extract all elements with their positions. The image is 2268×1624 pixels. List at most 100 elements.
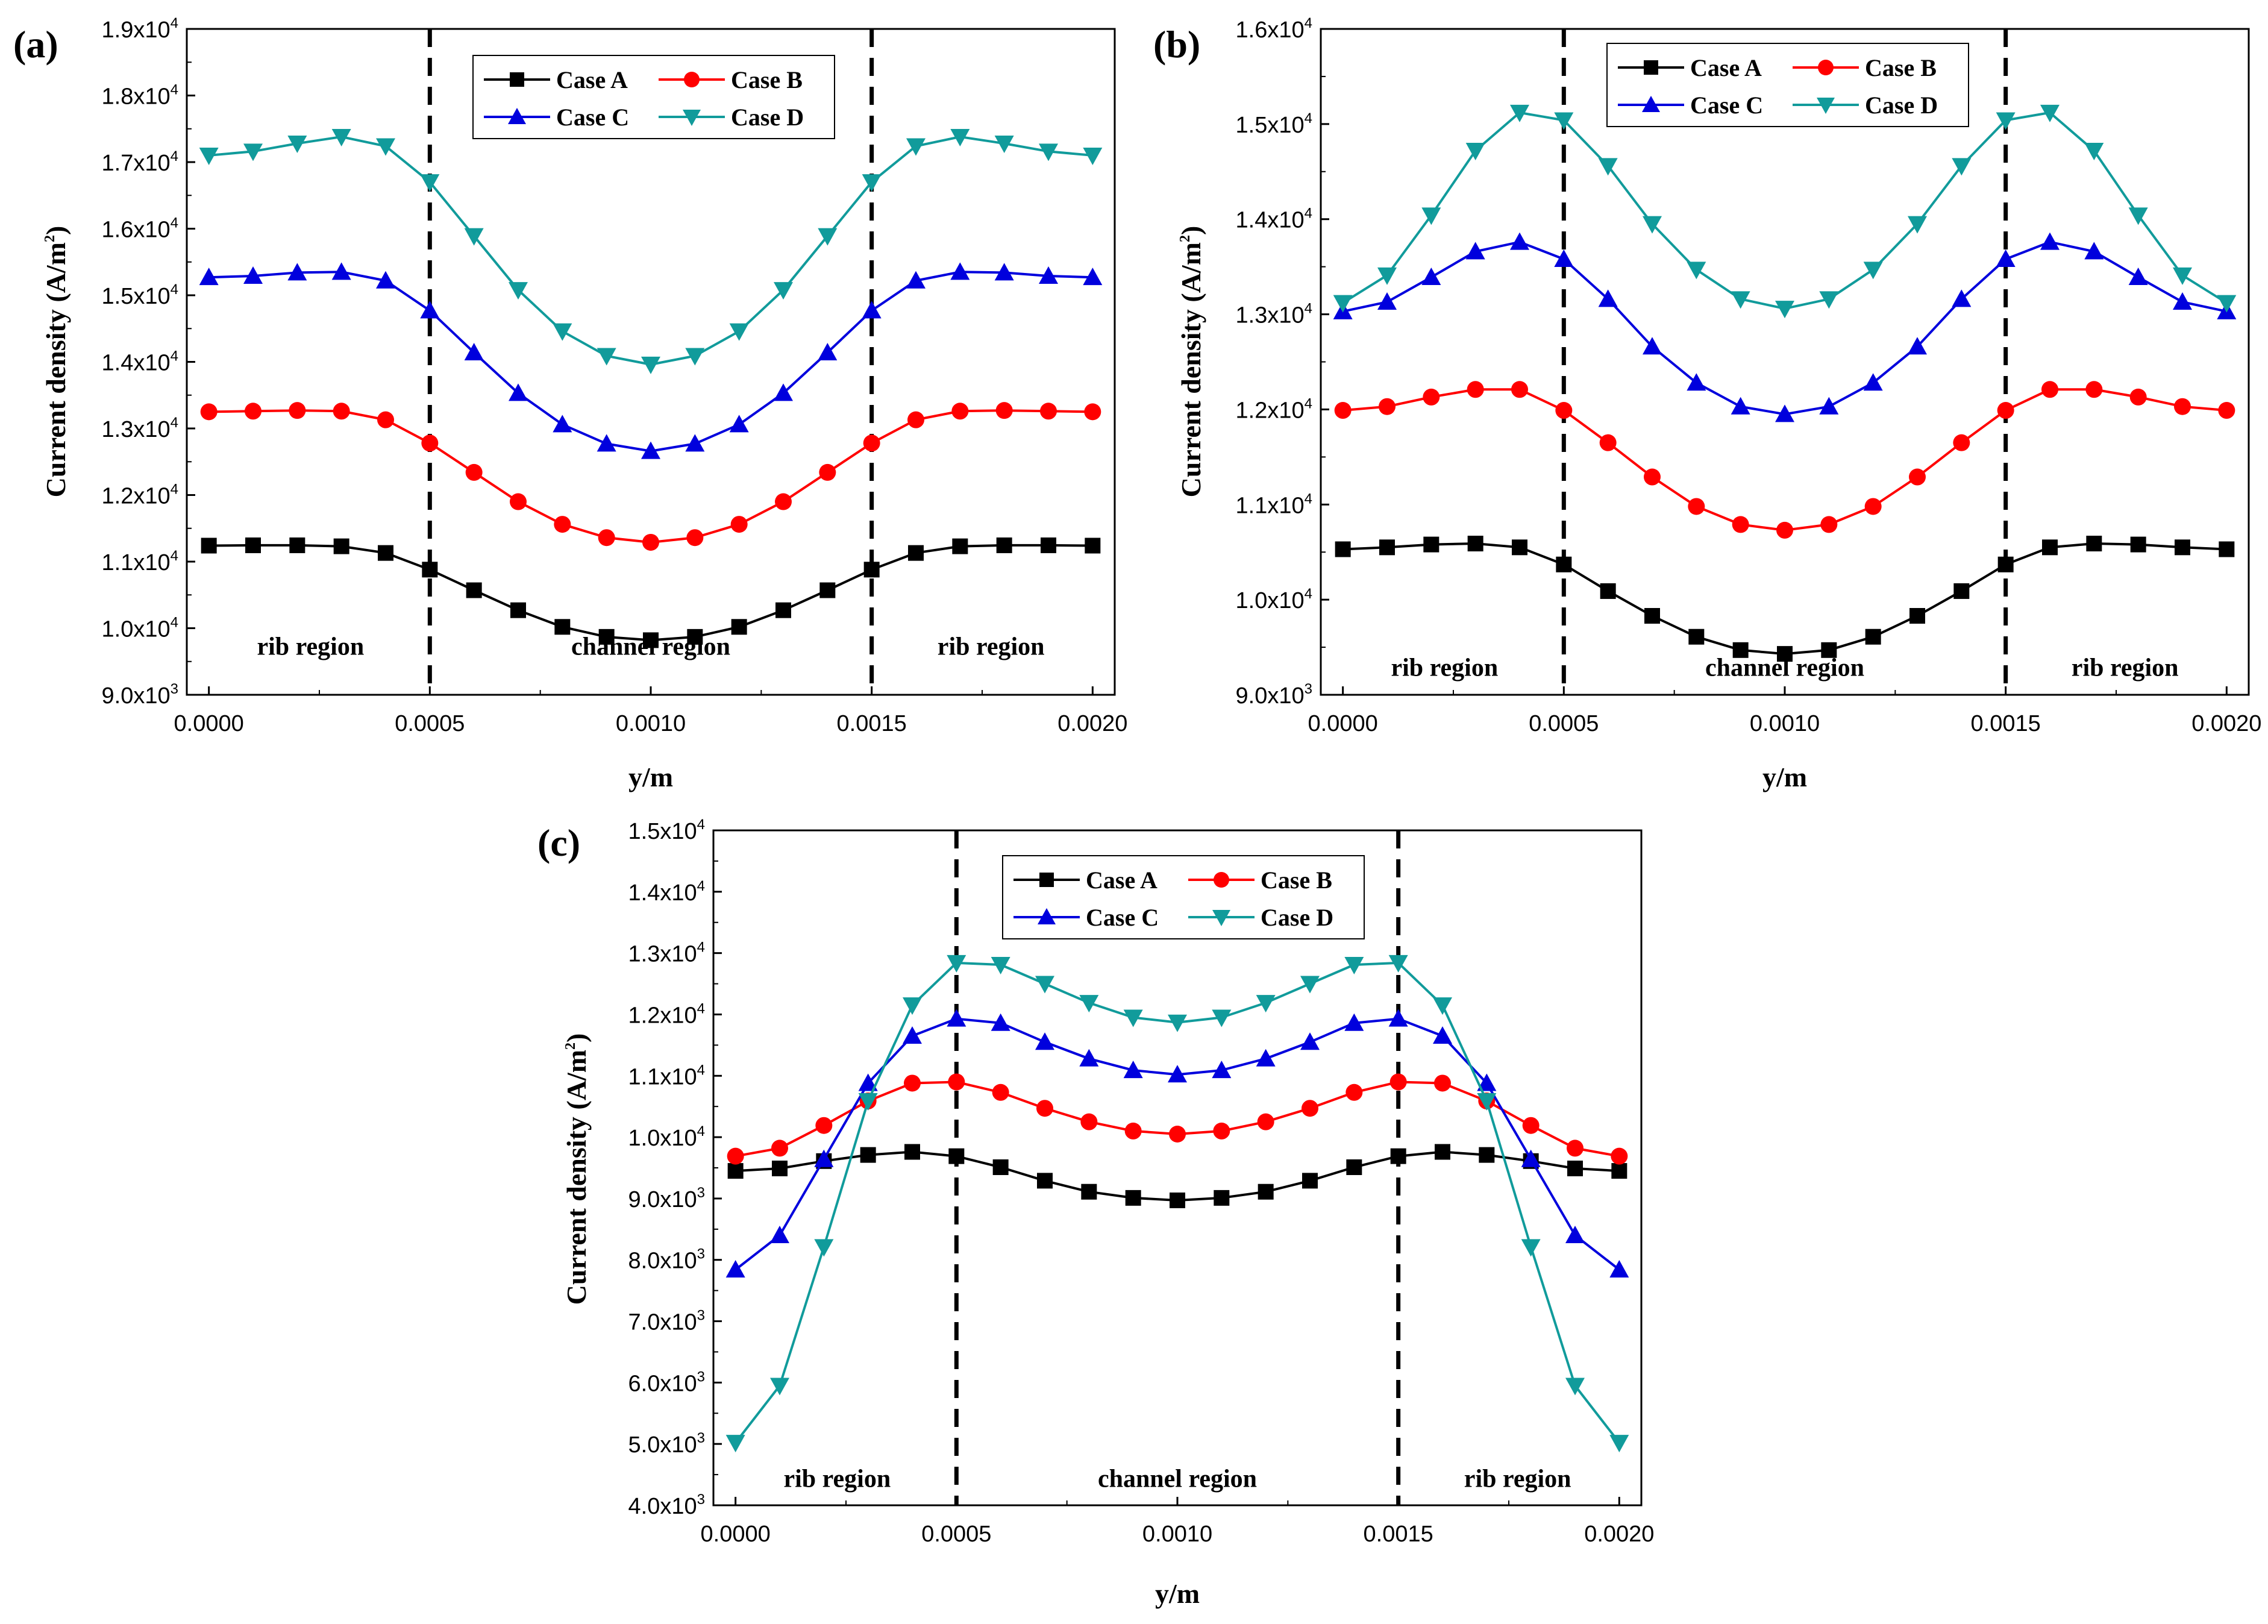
x-axis-label: y/m: [1762, 762, 1807, 792]
data-point: [1302, 1100, 1318, 1117]
y-tick-label: 1.0x104: [102, 615, 178, 642]
data-point: [2085, 381, 2103, 398]
data-point: [421, 434, 439, 452]
data-point: [1997, 402, 2014, 419]
legend-label: Case D: [1865, 92, 1938, 119]
data-point: [1819, 291, 1839, 309]
legend-label: Case A: [1690, 54, 1762, 81]
data-point: [1124, 1122, 1142, 1140]
data-point: [1168, 1014, 1187, 1032]
data-point: [1423, 536, 1439, 553]
data-point: [1379, 539, 1395, 556]
data-point: [908, 545, 924, 561]
data-point: [1434, 1074, 1451, 1092]
data-point: [466, 582, 482, 598]
x-tick-label: 0.0010: [1750, 711, 1820, 736]
legend-marker: [683, 110, 701, 126]
data-point: [1863, 262, 1883, 280]
data-point: [992, 1159, 1009, 1175]
data-point: [1037, 1173, 1053, 1189]
data-point: [814, 1149, 834, 1167]
data-point: [727, 1163, 744, 1179]
data-point: [420, 174, 440, 192]
data-point: [1300, 1032, 1320, 1050]
data-point: [422, 562, 438, 578]
data-point: [991, 1013, 1010, 1031]
data-point: [903, 997, 922, 1015]
data-point: [858, 1073, 878, 1091]
data-point: [1600, 583, 1616, 599]
data-point: [377, 411, 394, 428]
data-point: [1256, 995, 1276, 1013]
data-point: [1522, 1117, 1540, 1134]
legend-marker: [1817, 98, 1835, 114]
data-point: [1565, 1378, 1585, 1396]
legend-marker: [508, 108, 526, 124]
data-point: [1953, 434, 1970, 451]
data-point: [641, 356, 660, 374]
y-tick-label: 6.0x103: [628, 1368, 705, 1396]
data-point: [376, 271, 395, 289]
data-point: [641, 441, 660, 459]
x-axis-label: y/m: [1155, 1578, 1200, 1609]
data-point: [2173, 267, 2192, 285]
chart-panel-b: (b) 9.0x103 1.0x104 1.1x104 1.2x104 1.3x104 1…: [1153, 15, 2261, 792]
data-point: [771, 1140, 788, 1157]
x-tick-label: 0.0005: [1529, 711, 1599, 736]
data-point: [1477, 1073, 1497, 1091]
data-point: [201, 538, 217, 554]
data-point: [1080, 1113, 1098, 1130]
series-line-case-b: [208, 409, 1093, 544]
data-point: [1479, 1147, 1495, 1163]
region-label: rib region: [1464, 1465, 1571, 1493]
y-tick-label: 9.0x103: [1236, 681, 1312, 709]
data-point: [1864, 498, 1882, 515]
data-point: [1039, 266, 1058, 284]
series-line-case-c: [735, 1017, 1620, 1271]
data-point: [904, 1144, 920, 1160]
data-point: [1213, 1122, 1230, 1140]
data-point: [1567, 1161, 1583, 1177]
data-point: [597, 348, 616, 366]
data-point: [685, 348, 705, 366]
data-point: [1040, 403, 1057, 420]
data-point: [1996, 112, 2016, 130]
data-point: [1611, 1163, 1627, 1179]
data-point: [464, 228, 484, 246]
data-point: [333, 538, 349, 554]
data-point: [1997, 556, 2014, 572]
data-point: [994, 136, 1014, 154]
y-tick-label: 1.8x104: [102, 82, 178, 110]
data-point: [1598, 289, 1618, 307]
data-point: [948, 1073, 965, 1091]
data-point: [1258, 1184, 1274, 1200]
x-axis-label: y/m: [628, 762, 673, 792]
legend-label: Case C: [1690, 92, 1763, 119]
data-point: [731, 619, 747, 635]
data-point: [289, 402, 306, 419]
legend-box: [1002, 855, 1365, 939]
x-tick-label: 0.0015: [837, 711, 907, 736]
data-point: [1300, 976, 1320, 994]
data-point: [1953, 583, 1970, 599]
legend-marker: [1642, 96, 1660, 112]
data-point: [2218, 402, 2235, 419]
y-tick-label: 7.0x103: [628, 1308, 705, 1335]
data-point: [1512, 539, 1527, 556]
x-tick-label: 0.0005: [921, 1522, 991, 1547]
data-point: [1510, 104, 1529, 122]
data-point: [1302, 1173, 1318, 1189]
data-point: [1079, 995, 1099, 1013]
data-point: [1996, 249, 2016, 268]
data-point: [2041, 381, 2058, 398]
data-point: [1909, 468, 1926, 486]
x-tick-label: 0.0020: [1584, 1522, 1654, 1547]
data-point: [904, 1074, 921, 1092]
legend-marker: [510, 72, 524, 87]
y-tick-label: 1.5x104: [1236, 110, 1312, 138]
legend-marker: [1039, 873, 1054, 887]
y-tick-label: 1.3x104: [1236, 301, 1312, 328]
data-point: [333, 403, 350, 420]
data-point: [1644, 607, 1660, 624]
data-point: [199, 147, 219, 165]
